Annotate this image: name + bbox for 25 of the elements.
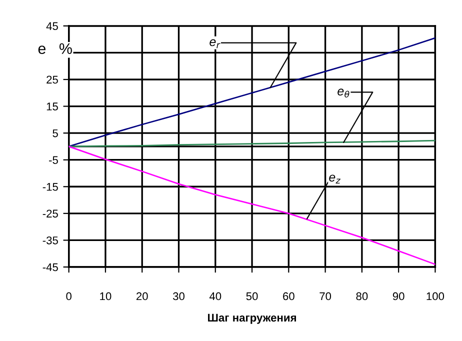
y-tick-label: 15: [46, 102, 58, 110]
y-tick-label: 45: [46, 22, 58, 30]
x-tick-label: 90: [392, 292, 404, 300]
y-tick-label: 25: [46, 76, 58, 84]
annotation: e$_{r}$: [210, 39, 220, 48]
annotation: e$_{θ}$: [338, 88, 350, 98]
y-tick-label: -45: [42, 263, 58, 272]
y-axis-title: e %: [38, 43, 72, 54]
x-tick-label: 60: [283, 292, 294, 300]
y-tick-label: -25: [42, 210, 58, 218]
y-tick-label: -15: [42, 183, 58, 191]
x-tick-label: 40: [209, 292, 222, 300]
x-tick-label: 0: [66, 292, 72, 300]
y-tick-label: -35: [42, 236, 58, 244]
x-tick-label: 20: [136, 292, 148, 300]
y-tick-label: 5: [52, 129, 58, 138]
x-tick-label: 30: [172, 292, 184, 300]
annotation: e$_{z}$: [329, 174, 341, 184]
x-tick-label: 10: [100, 292, 112, 300]
x-axis-title: Шаг нагружения: [208, 314, 296, 324]
x-tick-label: 100: [426, 292, 444, 300]
x-tick-label: 70: [320, 292, 332, 300]
x-tick-label: 80: [356, 292, 368, 300]
x-tick-label: 50: [246, 292, 258, 300]
y-tick-label: -5: [49, 156, 58, 164]
